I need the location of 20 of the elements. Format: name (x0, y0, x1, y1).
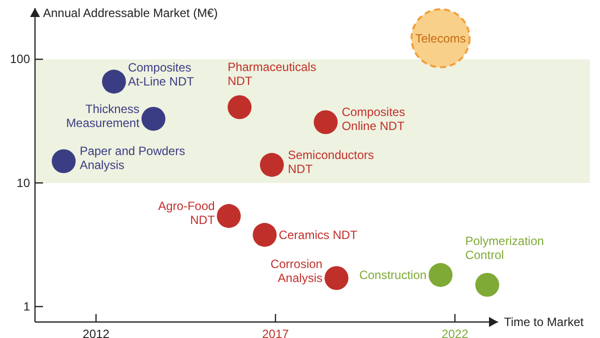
annotation: Composites At-Line NDT (128, 60, 195, 89)
annotation: Paper and Powders Analysis (80, 144, 186, 172)
annotation: Polymerization Control (465, 234, 544, 262)
x-tick-label: 2012 (82, 327, 110, 338)
y-tick-label: 1 (23, 299, 30, 314)
annotation: Thickness Measurement (66, 102, 140, 130)
y-tick-label: 10 (16, 176, 30, 190)
annotation: Agro-Food NDT (158, 199, 216, 228)
annotation: Ceramics NDT (278, 228, 358, 242)
annotation: Pharmaceuticals NDT (228, 60, 316, 88)
annotation: Telecoms (415, 31, 466, 46)
x-axis-title: Time to Market (504, 315, 584, 329)
y-tick-label: 100 (10, 52, 30, 66)
y-axis-title: Annual Addressable Market (M€) (43, 6, 218, 20)
annotation: Construction (359, 268, 427, 282)
x-tick-label: 2022 (442, 327, 469, 338)
annotation: Corrosion Analysis (270, 257, 322, 286)
annotation: Composites Online NDT (342, 105, 406, 134)
x-tick-label: 2017 (262, 327, 290, 338)
annotation: Semiconductors NDT (288, 148, 374, 176)
